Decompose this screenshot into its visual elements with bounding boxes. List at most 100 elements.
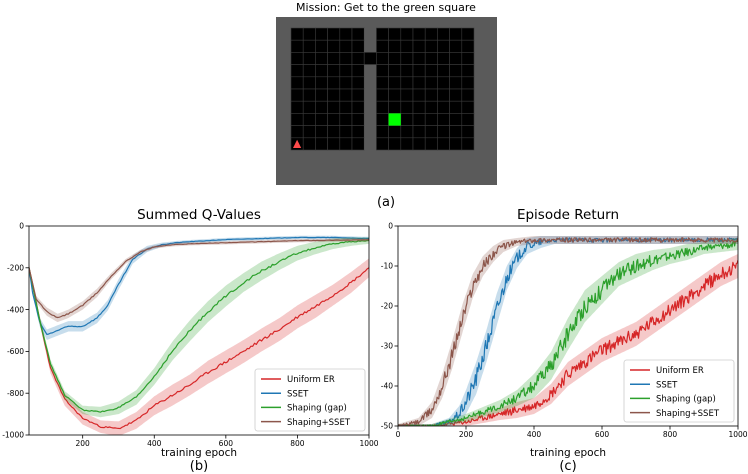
floor-cell [424, 137, 438, 151]
floor-cell [315, 88, 328, 102]
floor-cell [461, 52, 475, 65]
floor-cell [437, 113, 450, 126]
x-tick-label: 1000 [728, 430, 747, 439]
plot-area: 0 200 400 600 800 1000 0 -10 -20 -30 -40 -50 Uniform… [381, 222, 748, 439]
floor-cell [449, 76, 463, 90]
floor-cell [424, 76, 438, 90]
goal-square [388, 113, 401, 126]
y-tick-label: -50 [381, 422, 393, 431]
floor-cell [351, 39, 365, 53]
floor-cell [412, 113, 426, 126]
floor-cell [424, 64, 438, 78]
floor-cell [461, 27, 475, 41]
legend-entry: SSET [287, 389, 309, 399]
floor-cell [449, 88, 463, 102]
floor-cell [376, 125, 389, 139]
floor-cell [412, 88, 426, 102]
floor-cell [376, 39, 389, 53]
floor-cell [400, 76, 414, 90]
floor-cell [302, 88, 316, 102]
floor-cell [327, 137, 341, 151]
legend-entry: Shaping (gap) [656, 395, 716, 405]
floor-cell [290, 64, 304, 78]
floor-cell [461, 113, 475, 126]
y-tick-label: -200 [7, 264, 24, 273]
panel-b-label: (b) [190, 459, 208, 474]
floor-cell [302, 76, 316, 90]
floor-cell [290, 113, 304, 126]
floor-cell [376, 100, 389, 114]
series-line-uniform-er [398, 259, 738, 426]
y-tick-label: 0 [388, 222, 393, 231]
floor-cell [376, 52, 389, 65]
floor-cell [412, 137, 426, 151]
episode-return-chart: Episode Return 0 200 400 600 800 1000 0 -10 -20 -… [381, 207, 748, 474]
floor-cell [437, 137, 450, 151]
series-band-shaping-sset [398, 236, 738, 426]
floor-cell [302, 100, 316, 114]
series-band-shaping-gap [29, 237, 369, 418]
y-tick-label: -400 [7, 305, 24, 314]
wall-cell [364, 76, 377, 89]
floor-cell [290, 27, 304, 41]
legend-entry: Uniform ER [287, 375, 335, 385]
floor-cell [412, 52, 426, 65]
floor-cell [400, 88, 414, 102]
series-band-shaping-sset [29, 238, 369, 323]
x-tick-label: 1000 [359, 439, 378, 448]
wall-cell [364, 137, 377, 150]
floor-cell [376, 64, 389, 78]
floor-cell [449, 113, 463, 126]
floor-cell [302, 137, 316, 151]
legend-entry: SSET [656, 380, 678, 390]
floor-cell [327, 113, 341, 126]
wall-cell [364, 101, 377, 114]
floor-cell [290, 88, 304, 102]
floor-cell [461, 64, 475, 78]
panel-c-label: (c) [559, 459, 576, 474]
floor-cell [449, 52, 463, 65]
floor-cell [388, 39, 402, 53]
floor-cell [424, 113, 438, 126]
axes-frame [28, 225, 370, 436]
floor-cell [424, 88, 438, 102]
x-tick-label: 200 [76, 439, 91, 448]
floor-cell [351, 88, 365, 102]
floor-cell [339, 137, 353, 151]
floor-cell [327, 39, 341, 53]
floor-cell [461, 88, 475, 102]
legend: Uniform ER SSET Shaping (gap) Shaping+SSET [254, 368, 366, 432]
floor-cell [339, 100, 353, 114]
x-tick-label: 600 [595, 430, 610, 439]
floor-cell [400, 39, 414, 53]
floor-cell [388, 88, 402, 102]
x-axis-label: training epoch [161, 447, 237, 459]
floor-cell [449, 137, 463, 151]
floor-cell [351, 76, 365, 90]
floor-cell [437, 76, 450, 90]
floor-cell [339, 125, 353, 139]
floor-cell [424, 27, 438, 41]
environment-mission-title: Mission: Get to the green square [296, 1, 476, 14]
series-band-shaping-gap [398, 238, 738, 426]
x-tick-label: 0 [396, 430, 401, 439]
floor-cell [315, 39, 328, 53]
x-tick-label: 400 [527, 430, 542, 439]
floor-cell [339, 88, 353, 102]
x-tick-label: 400 [147, 439, 162, 448]
floor-cell [424, 100, 438, 114]
plot-area: 200 400 600 800 1000 0 -200 -400 -600 -800 -1000 Un… [2, 222, 379, 448]
floor-cell [388, 100, 402, 114]
floor-cell [437, 88, 450, 102]
wall-cell [364, 64, 377, 77]
floor-cell [351, 137, 365, 151]
floor-cell [315, 137, 328, 151]
y-tick-label: 0 [19, 222, 24, 231]
agent-triangle [293, 139, 302, 148]
floor-cell [376, 27, 389, 41]
floor-cell [424, 125, 438, 139]
floor-cell [388, 27, 402, 41]
floor-cell [327, 76, 341, 90]
y-tick-label: -600 [7, 347, 24, 356]
floor-cell [400, 27, 414, 41]
